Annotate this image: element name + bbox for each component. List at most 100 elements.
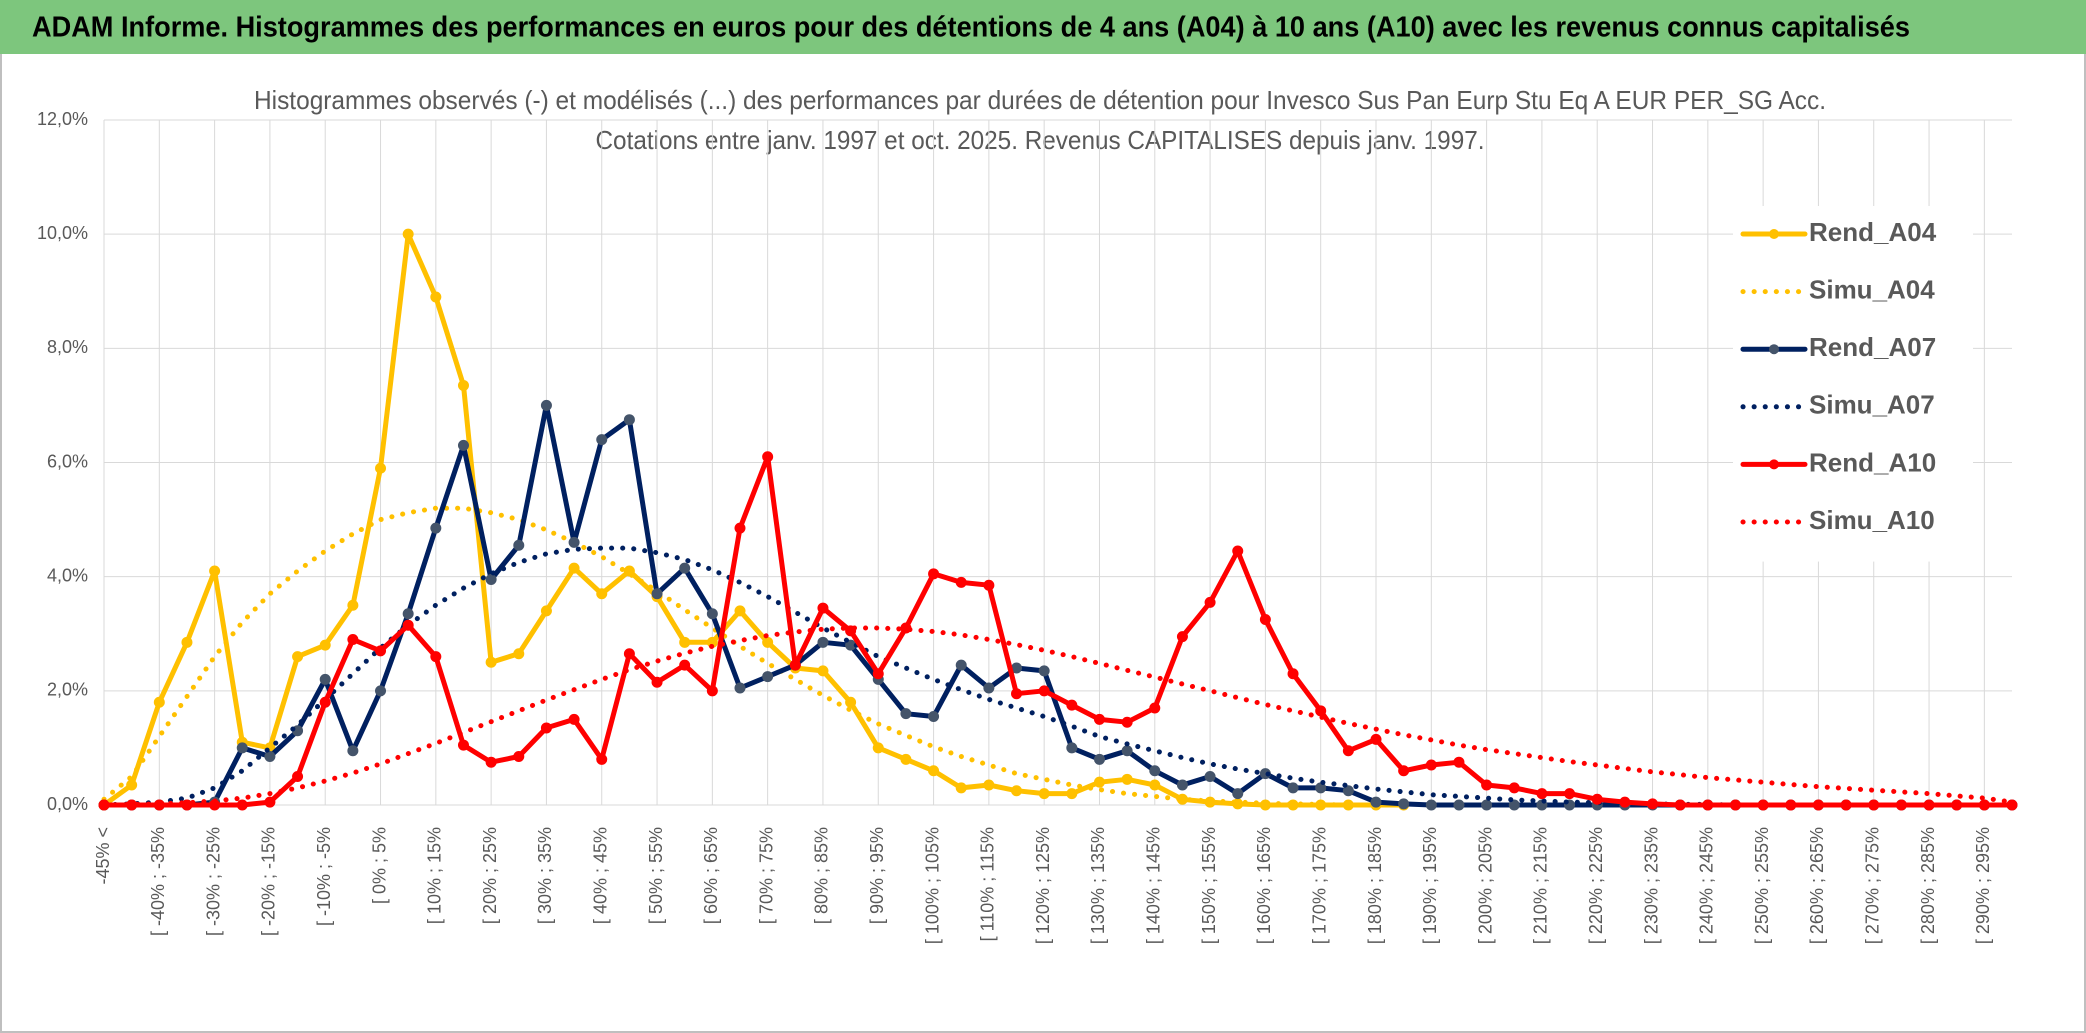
- data-point: [872, 742, 884, 754]
- x-tick-label: [ 120% ; 125%: [1033, 827, 1053, 944]
- data-point: [1315, 705, 1327, 717]
- data-point: [1038, 788, 1050, 800]
- data-point: [1149, 702, 1161, 714]
- legend-box: [1733, 206, 1973, 562]
- data-point: [928, 765, 940, 777]
- data-point: [236, 799, 248, 811]
- data-point: [375, 462, 387, 474]
- data-point: [651, 588, 663, 600]
- data-point: [2006, 799, 2018, 811]
- data-point: [1398, 798, 1410, 810]
- data-point: [734, 522, 746, 534]
- data-point: [568, 562, 580, 574]
- y-tick-label: 4,0%: [47, 565, 88, 585]
- data-point: [1536, 788, 1548, 800]
- data-point: [1951, 799, 1963, 811]
- x-tick-label: [ -20% ; -15%: [259, 827, 279, 936]
- data-point: [706, 608, 718, 620]
- data-point: [1812, 799, 1824, 811]
- x-tick-label: [ 0% ; 5%: [369, 827, 389, 904]
- series-line: [101, 625, 2015, 808]
- x-tick-label: [ 20% ; 25%: [480, 827, 500, 924]
- data-point: [1481, 779, 1493, 791]
- data-point: [1453, 799, 1465, 811]
- data-point: [1011, 785, 1023, 797]
- header-title: ADAM Informe. Histogrammes des performan…: [32, 12, 1910, 44]
- legend-label: Simu_A07: [1809, 390, 1935, 420]
- data-point: [900, 708, 912, 720]
- x-tick-label: [ 10% ; 15%: [425, 827, 445, 924]
- data-point: [1425, 759, 1437, 771]
- data-point: [264, 750, 276, 762]
- data-point: [955, 782, 967, 794]
- data-point: [1287, 668, 1299, 680]
- legend-marker: [1769, 344, 1779, 355]
- x-tick-label: [ 240% ; 245%: [1697, 827, 1717, 944]
- x-tick-label: [ 110% ; 115%: [978, 827, 998, 941]
- data-point: [319, 673, 331, 685]
- data-point: [540, 722, 552, 734]
- data-point: [1232, 788, 1244, 800]
- data-point: [540, 605, 552, 617]
- data-point: [402, 608, 414, 620]
- x-tick-label: [ 60% ; 65%: [701, 827, 721, 924]
- x-tick-label: [ 150% ; 155%: [1199, 827, 1219, 944]
- x-tick-label: [ 140% ; 145%: [1144, 827, 1164, 944]
- legend-label: Rend_A04: [1809, 217, 1937, 247]
- legend-marker: [1769, 459, 1779, 470]
- data-point: [983, 682, 995, 694]
- data-point: [1232, 545, 1244, 557]
- x-tick-label: [ 80% ; 85%: [812, 827, 832, 924]
- x-tick-label: [ 30% ; 35%: [535, 827, 555, 924]
- y-tick-label: 10,0%: [37, 223, 88, 243]
- x-tick-label: [ 290% ; 295%: [1973, 827, 1993, 944]
- data-point: [1729, 799, 1741, 811]
- data-point: [1370, 733, 1382, 745]
- data-point: [1204, 596, 1216, 608]
- y-tick-label: 2,0%: [47, 680, 88, 700]
- data-point: [596, 434, 608, 446]
- data-point: [1011, 688, 1023, 700]
- data-point: [1066, 742, 1078, 754]
- data-point: [1978, 799, 1990, 811]
- data-point: [1398, 765, 1410, 777]
- chart-title: Histogrammes observés (-) et modélisés (…: [254, 85, 1826, 115]
- x-tick-label: [ 250% ; 255%: [1752, 827, 1772, 944]
- data-point: [1093, 753, 1105, 765]
- data-point: [845, 696, 857, 708]
- data-point: [955, 576, 967, 588]
- data-point: [1647, 798, 1659, 810]
- x-tick-label: [ 280% ; 285%: [1918, 827, 1938, 944]
- data-point: [762, 671, 774, 683]
- data-point: [1591, 793, 1603, 805]
- data-point: [568, 713, 580, 725]
- data-point: [292, 770, 304, 782]
- data-point: [236, 742, 248, 754]
- y-tick-label: 12,0%: [37, 109, 88, 129]
- data-point: [1785, 799, 1797, 811]
- data-point: [1038, 685, 1050, 697]
- data-point: [1259, 613, 1271, 625]
- data-point: [789, 659, 801, 671]
- data-point: [762, 636, 774, 648]
- data-point: [817, 665, 829, 677]
- data-point: [209, 565, 221, 577]
- data-point: [734, 682, 746, 694]
- data-point: [540, 399, 552, 411]
- data-point: [817, 636, 829, 648]
- data-point: [430, 522, 442, 534]
- data-point: [485, 656, 497, 668]
- data-point: [1868, 799, 1880, 811]
- x-tick-label: [ 160% ; 165%: [1254, 827, 1274, 944]
- data-point: [1619, 796, 1631, 808]
- legend-label: Rend_A07: [1809, 332, 1936, 362]
- data-point: [872, 668, 884, 680]
- x-tick-label: [ -40% ; -35%: [148, 827, 168, 936]
- data-point: [817, 602, 829, 614]
- data-point: [292, 651, 304, 663]
- data-point: [1149, 779, 1161, 791]
- y-tick-label: 8,0%: [47, 337, 88, 357]
- data-point: [955, 659, 967, 671]
- data-point: [762, 451, 774, 463]
- data-point: [1895, 799, 1907, 811]
